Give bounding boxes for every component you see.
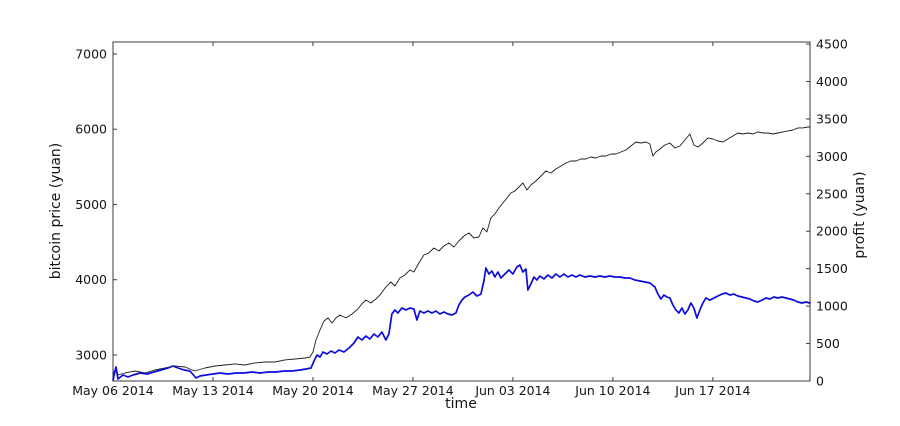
right-tick-label: 1000: [816, 299, 848, 314]
x-tick-label: May 27 2014: [372, 383, 454, 398]
right-tick-label: 3000: [816, 149, 848, 164]
profit-line: [112, 264, 811, 381]
left-tick-label: 7000: [75, 46, 107, 61]
right-y-axis-label: profit (yuan): [852, 171, 868, 259]
right-tick-label: 3500: [816, 111, 848, 126]
x-tick-label: Jun 17 2014: [674, 383, 750, 398]
x-tick-label: Jun 03 2014: [474, 383, 550, 398]
bitcoin-price-line: [112, 126, 811, 376]
left-tick-label: 5000: [75, 197, 107, 212]
right-tick-label: 4000: [816, 74, 848, 89]
right-tick-label: 4500: [816, 37, 848, 52]
x-tick-label: Jun 10 2014: [574, 383, 650, 398]
x-tick-label: May 13 2014: [172, 383, 254, 398]
x-tick-label: May 06 2014: [72, 383, 154, 398]
left-tick-label: 4000: [75, 272, 107, 287]
right-tick-label: 1500: [816, 261, 848, 276]
right-tick-label: 2000: [816, 224, 848, 239]
right-tick-label: 2500: [816, 186, 848, 201]
x-tick-label: May 20 2014: [272, 383, 354, 398]
left-tick-label: 3000: [75, 347, 107, 362]
plot-border: [112, 41, 811, 382]
left-y-axis-label: bitcoin price (yuan): [48, 142, 64, 280]
right-tick-label: 500: [816, 336, 840, 351]
x-axis-label: time: [445, 396, 477, 412]
right-tick-label: 0: [816, 374, 824, 389]
left-tick-label: 6000: [75, 122, 107, 137]
